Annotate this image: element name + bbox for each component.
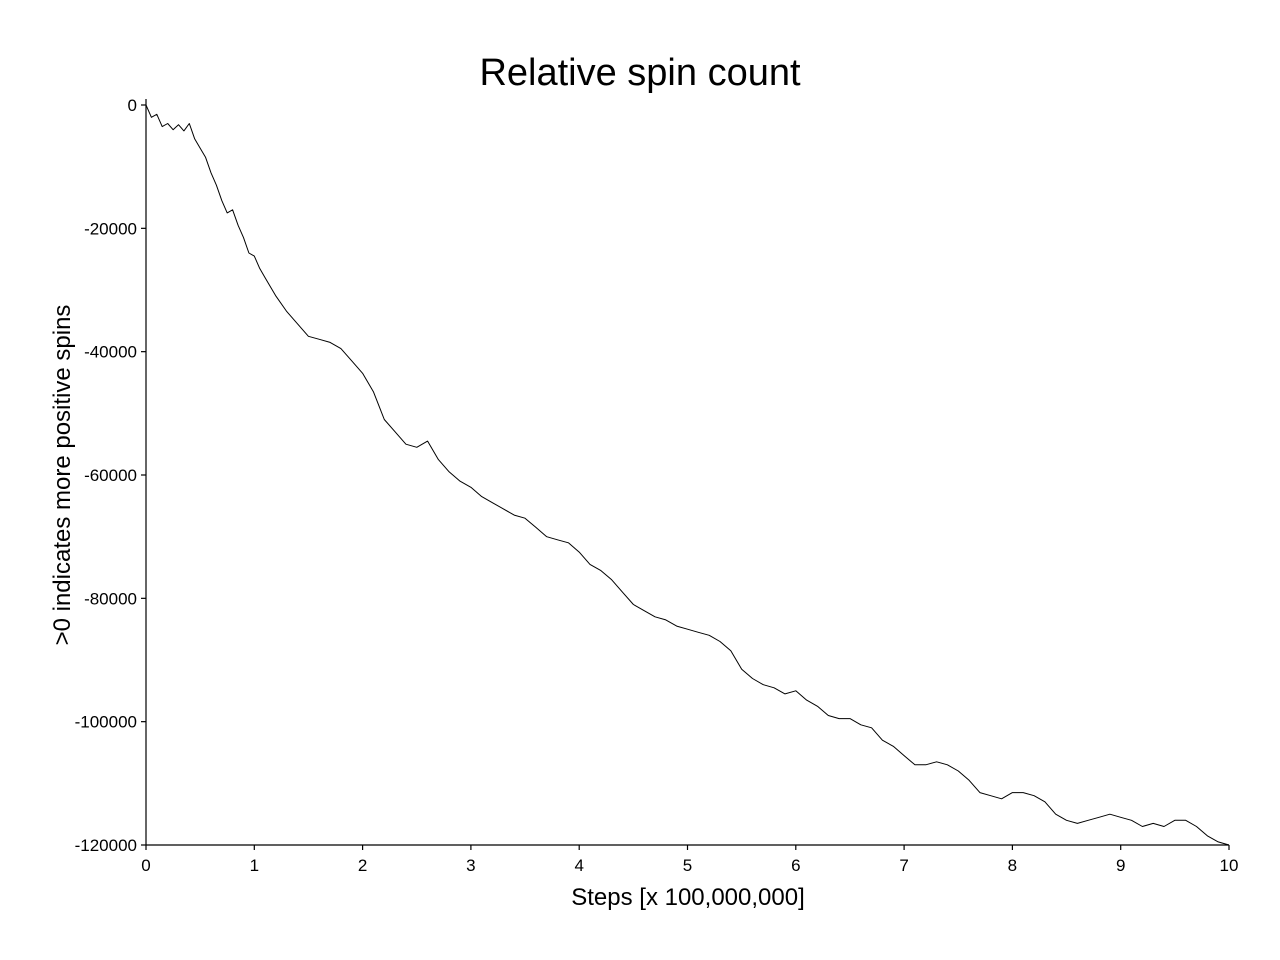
x-tick-label: 8 — [1008, 856, 1017, 875]
x-tick-label: 10 — [1220, 856, 1239, 875]
y-tick-label: 0 — [128, 96, 137, 115]
y-tick-label: -100000 — [75, 713, 137, 732]
y-axis-label: >0 indicates more positive spins — [49, 305, 76, 646]
series-line — [145, 104, 1230, 846]
x-tick-label: 2 — [358, 856, 367, 875]
y-tick-label: -20000 — [84, 219, 137, 238]
plot-area — [145, 104, 1230, 846]
x-tick-label: 9 — [1116, 856, 1125, 875]
y-tick-label: -80000 — [84, 589, 137, 608]
axes — [145, 99, 1229, 846]
x-tick-label: 0 — [141, 856, 150, 875]
x-axis-ticks: 0 1 2 3 4 5 6 7 8 9 10 — [141, 845, 1238, 875]
y-tick-label: -120000 — [75, 836, 137, 855]
x-tick-label: 1 — [250, 856, 259, 875]
x-tick-label: 5 — [683, 856, 692, 875]
x-axis-label: Steps [x 100,000,000] — [571, 884, 805, 911]
chart-title: Relative spin count — [479, 52, 801, 94]
x-tick-label: 6 — [791, 856, 800, 875]
y-axis-ticks: 0 -20000 -40000 -60000 -80000 -100000 -120000 — [75, 96, 146, 855]
x-tick-label: 7 — [899, 856, 908, 875]
x-tick-label: 4 — [574, 856, 583, 875]
y-tick-label: -40000 — [84, 343, 137, 362]
y-tick-label: -60000 — [84, 466, 137, 485]
x-tick-label: 3 — [466, 856, 475, 875]
